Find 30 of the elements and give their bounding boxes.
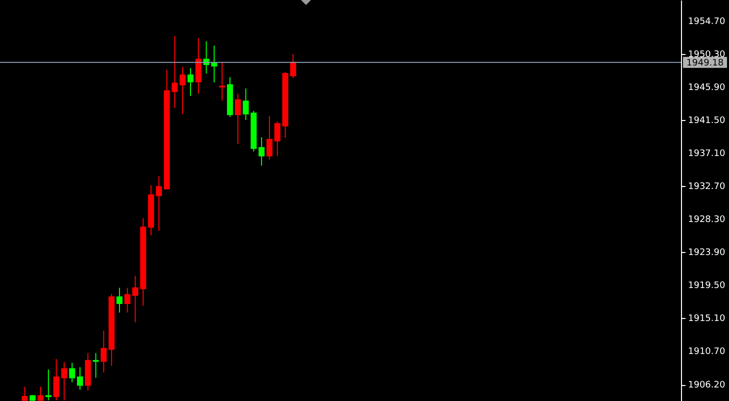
y-tick-label: 1915.10 xyxy=(688,314,726,324)
y-tick-label: 1906.20 xyxy=(688,380,726,391)
y-tick-label: 1923.90 xyxy=(688,248,726,258)
y-tick-label: 1932.70 xyxy=(688,182,726,192)
candlestick xyxy=(38,386,44,401)
y-tick-label: 1937.10 xyxy=(688,148,726,159)
y-tick-label: 1945.90 xyxy=(688,82,726,93)
ref-line-label: 1949.18 xyxy=(686,58,724,68)
candlestick xyxy=(45,369,52,401)
candlestick xyxy=(100,330,107,374)
y-tick-label: 1954.70 xyxy=(688,16,726,27)
y-tick-label: 1928.30 xyxy=(688,214,726,225)
candlestick xyxy=(22,386,28,401)
candlestick xyxy=(290,53,296,78)
candlestick xyxy=(266,116,272,160)
y-tick-label: 1910.70 xyxy=(688,346,726,357)
candlestick xyxy=(69,362,76,383)
candlestick xyxy=(116,287,122,314)
candlestick xyxy=(195,38,202,94)
candlestick xyxy=(92,352,99,378)
candlestick xyxy=(124,287,130,314)
candlestick xyxy=(258,136,265,166)
candlestick xyxy=(180,66,186,114)
y-tick-label: 1941.50 xyxy=(688,116,726,126)
y-tick-label: 1919.50 xyxy=(688,280,726,291)
candlestick xyxy=(219,62,226,101)
candlestick xyxy=(188,68,194,96)
candlestick xyxy=(234,93,241,144)
candlestick xyxy=(76,366,83,390)
candlestick xyxy=(156,176,162,232)
